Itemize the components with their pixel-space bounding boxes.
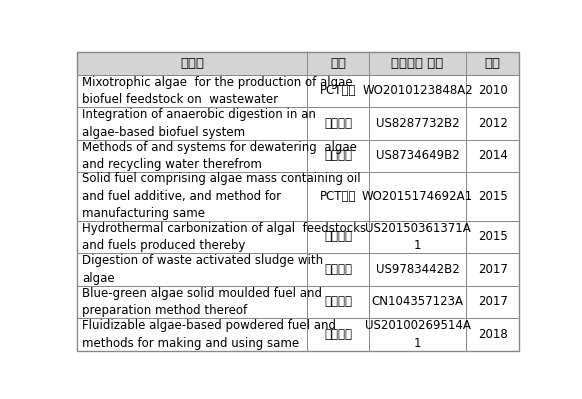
Text: WO2015174692A1: WO2015174692A1 [362,190,473,203]
Text: US20100269514A
1: US20100269514A 1 [365,319,471,350]
Bar [77,318,307,350]
Text: Blue-green algae solid moulded fuel and
preparation method thereof: Blue-green algae solid moulded fuel and … [81,286,322,317]
Bar [77,286,307,318]
Bar [77,107,307,140]
Bar [307,172,369,221]
Text: 2012: 2012 [478,117,508,130]
Text: 2017: 2017 [478,295,508,308]
Bar [466,286,519,318]
Text: Fluidizable algae-based powdered fuel and
methods for making and using same: Fluidizable algae-based powdered fuel an… [81,319,336,350]
Text: US8287732B2: US8287732B2 [376,117,459,130]
Bar [307,107,369,140]
Bar [369,221,466,253]
Bar [369,286,466,318]
Bar [466,221,519,253]
Bar [466,253,519,286]
Text: 특허등록: 특허등록 [324,149,352,162]
Text: 2017: 2017 [478,263,508,276]
Bar [466,318,519,350]
Text: WO2010123848A2: WO2010123848A2 [362,84,473,97]
Bar [307,286,369,318]
Bar [307,140,369,172]
Bar [307,53,369,75]
Text: US20150361371A
1: US20150361371A 1 [365,222,470,252]
Bar [307,253,369,286]
Bar [77,53,307,75]
Bar [77,75,307,107]
Bar [466,53,519,75]
Bar [77,221,307,253]
Bar [369,53,466,75]
Text: 특허출원: 특허출원 [324,230,352,243]
Text: 2018: 2018 [478,328,508,341]
Text: PCT출원: PCT출원 [320,190,356,203]
Text: 2010: 2010 [478,84,508,97]
Bar [466,107,519,140]
Text: 기술명: 기술명 [180,57,204,70]
Bar [369,75,466,107]
Text: 특허등록: 특허등록 [324,117,352,130]
Bar [307,221,369,253]
Text: 출원등록 번호: 출원등록 번호 [392,57,443,70]
Bar [369,318,466,350]
Text: 2015: 2015 [478,230,508,243]
Bar [77,172,307,221]
Text: 특허등록: 특허등록 [324,295,352,308]
Text: Mixotrophic algae  for the production of algae
biofuel feedstock on  wastewater: Mixotrophic algae for the production of … [81,75,352,106]
Bar [466,140,519,172]
Bar [307,75,369,107]
Bar [77,140,307,172]
Text: Integration of anaerobic digestion in an
algae-based biofuel system: Integration of anaerobic digestion in an… [81,108,315,138]
Text: 2014: 2014 [478,149,508,162]
Bar [369,253,466,286]
Text: 년도: 년도 [485,57,501,70]
Bar [307,318,369,350]
Text: 특허등록: 특허등록 [324,263,352,276]
Text: US9783442B2: US9783442B2 [376,263,460,276]
Bar [466,75,519,107]
Text: Hydrothermal carbonization of algal  feedstocks
and fuels produced thereby: Hydrothermal carbonization of algal feed… [81,222,366,252]
Text: Solid fuel comprising algae mass containing oil
and fuel additive, and method fo: Solid fuel comprising algae mass contain… [81,172,360,220]
Bar [369,172,466,221]
Text: PCT출원: PCT출원 [320,84,356,97]
Text: US8734649B2: US8734649B2 [376,149,460,162]
Text: Digestion of waste activated sludge with
algae: Digestion of waste activated sludge with… [81,254,323,284]
Text: Methods of and systems for dewatering  algae
and recycling water therefrom: Methods of and systems for dewatering al… [81,140,357,171]
Bar [466,172,519,221]
Bar [369,107,466,140]
Text: CN104357123A: CN104357123A [372,295,464,308]
Text: 특허등록: 특허등록 [324,328,352,341]
Bar [77,253,307,286]
Text: 구분: 구분 [330,57,346,70]
Text: 2015: 2015 [478,190,508,203]
Bar [369,140,466,172]
